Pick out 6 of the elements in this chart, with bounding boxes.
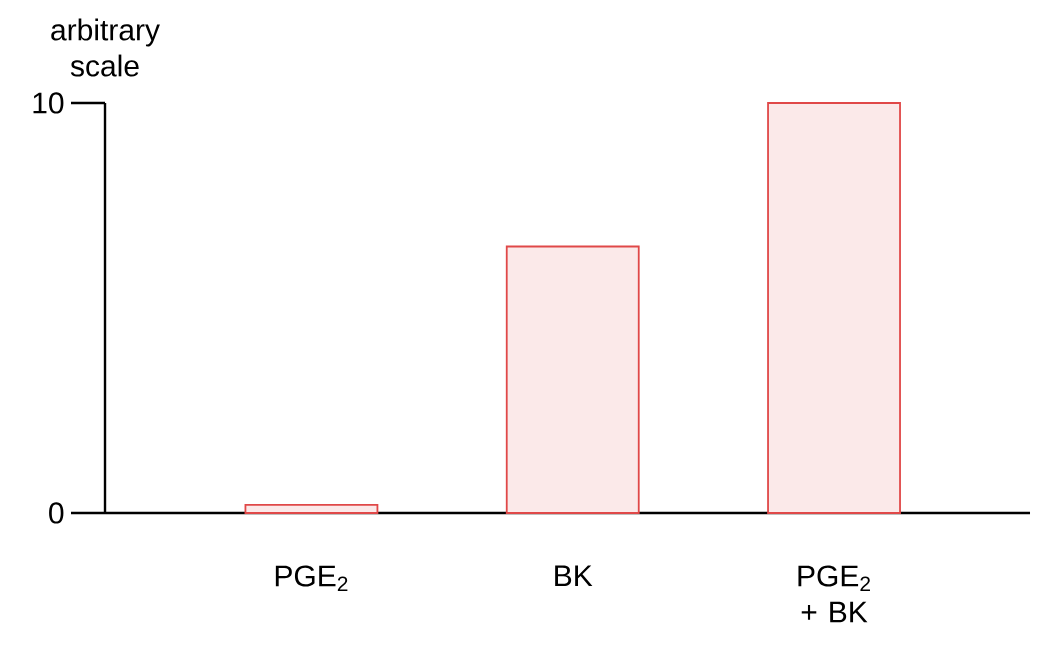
x-tick-label: PGE$_{2}$	[275, 565, 348, 592]
y-tick-label: 10	[33, 92, 64, 114]
y-axis-title: arbitrary scale	[51, 18, 160, 77]
x-tick-label: PGE$_{2}$ + BK	[798, 565, 870, 623]
x-tick-label: BK	[555, 565, 593, 587]
y-tick-label: 0	[49, 502, 64, 524]
